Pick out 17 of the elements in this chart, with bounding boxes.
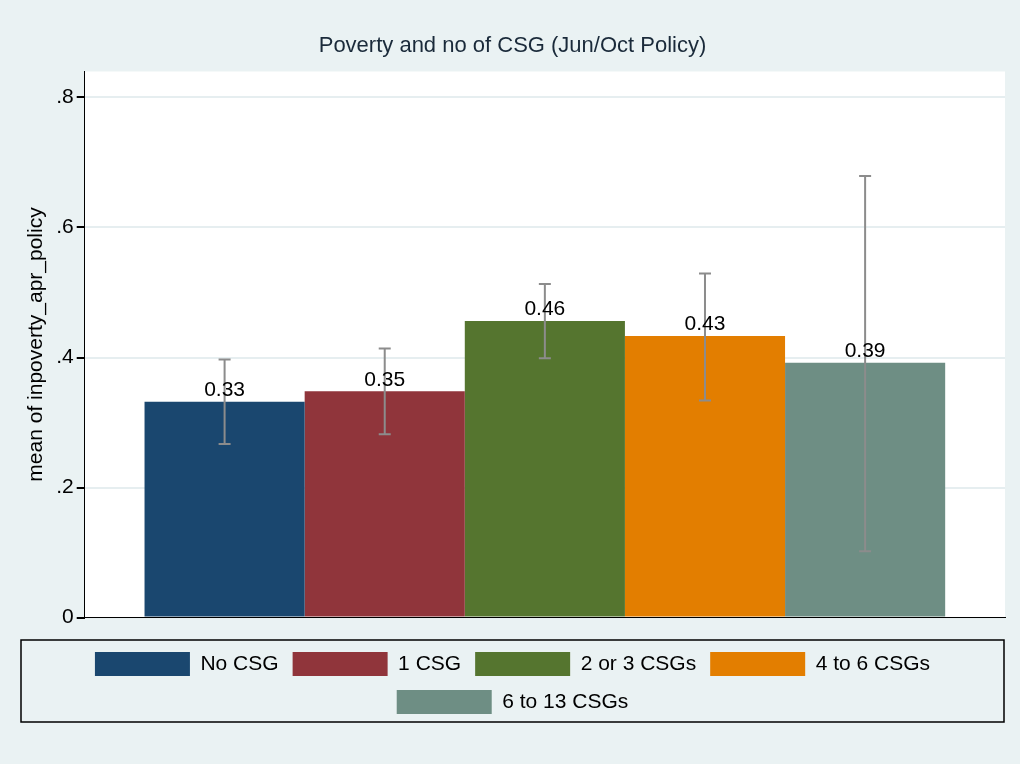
legend-label: 2 or 3 CSGs — [580, 650, 697, 674]
y-tick-label: .4 — [56, 344, 75, 368]
chart-title: Poverty and no of CSG (Jun/Oct Policy) — [318, 32, 707, 58]
data-label: 0.39 — [844, 338, 886, 361]
y-tick-label: .6 — [56, 214, 74, 238]
legend-label: 1 CSG — [398, 650, 462, 674]
y-tick-label: .2 — [56, 474, 74, 498]
y-tick-label: .8 — [56, 84, 74, 108]
data-label: 0.33 — [204, 377, 246, 401]
data-label: 0.43 — [684, 311, 726, 335]
data-label: 0.35 — [364, 366, 406, 390]
y-axis-title: mean of inpoverty_apr_policy — [23, 206, 48, 482]
legend-label: 4 to 6 CSGs — [815, 650, 931, 674]
data-label: 0.46 — [524, 296, 566, 320]
legend-label: No CSG — [200, 650, 279, 674]
y-tick-label: 0 — [62, 604, 74, 628]
legend-label: 6 to 13 CSGs — [502, 688, 629, 712]
